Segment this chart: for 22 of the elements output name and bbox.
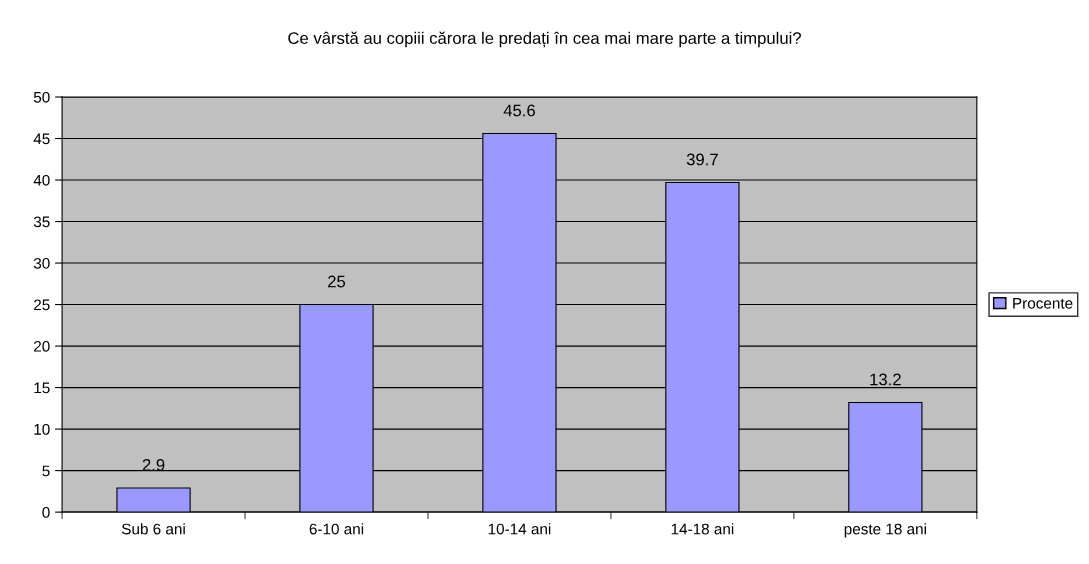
chart-title: Ce vârstă au copiii cărora le predați în cea mai mare parte a timpului? xyxy=(288,31,801,48)
data-label: 13.2 xyxy=(870,373,901,386)
data-label: 39.7 xyxy=(686,153,718,166)
y-tick-label: 30 xyxy=(33,257,50,269)
y-tick-label: 10 xyxy=(34,423,50,435)
x-tick-label: Sub 6 ani xyxy=(121,523,185,535)
y-tick-label: 50 xyxy=(33,91,50,103)
y-tick-label: 40 xyxy=(33,174,50,186)
legend-label: Procente xyxy=(1013,298,1073,309)
y-tick-label: 5 xyxy=(42,465,50,477)
y-tick-label: 20 xyxy=(34,340,50,352)
x-tick-label: 14-18 ani xyxy=(671,523,734,535)
y-tick-label: 45 xyxy=(33,133,50,145)
x-tick-label: peste 18 ani xyxy=(844,523,926,538)
x-tick-label: 10-14 ani xyxy=(488,523,551,535)
y-tick-label: 25 xyxy=(34,299,50,311)
data-label: 45.6 xyxy=(503,104,535,117)
y-tick-label: 15 xyxy=(34,382,50,394)
y-tick-label: 0 xyxy=(42,506,50,518)
data-label: 25 xyxy=(328,275,346,288)
y-tick-label: 35 xyxy=(33,216,50,228)
x-tick-label: 6-10 ani xyxy=(309,523,364,535)
